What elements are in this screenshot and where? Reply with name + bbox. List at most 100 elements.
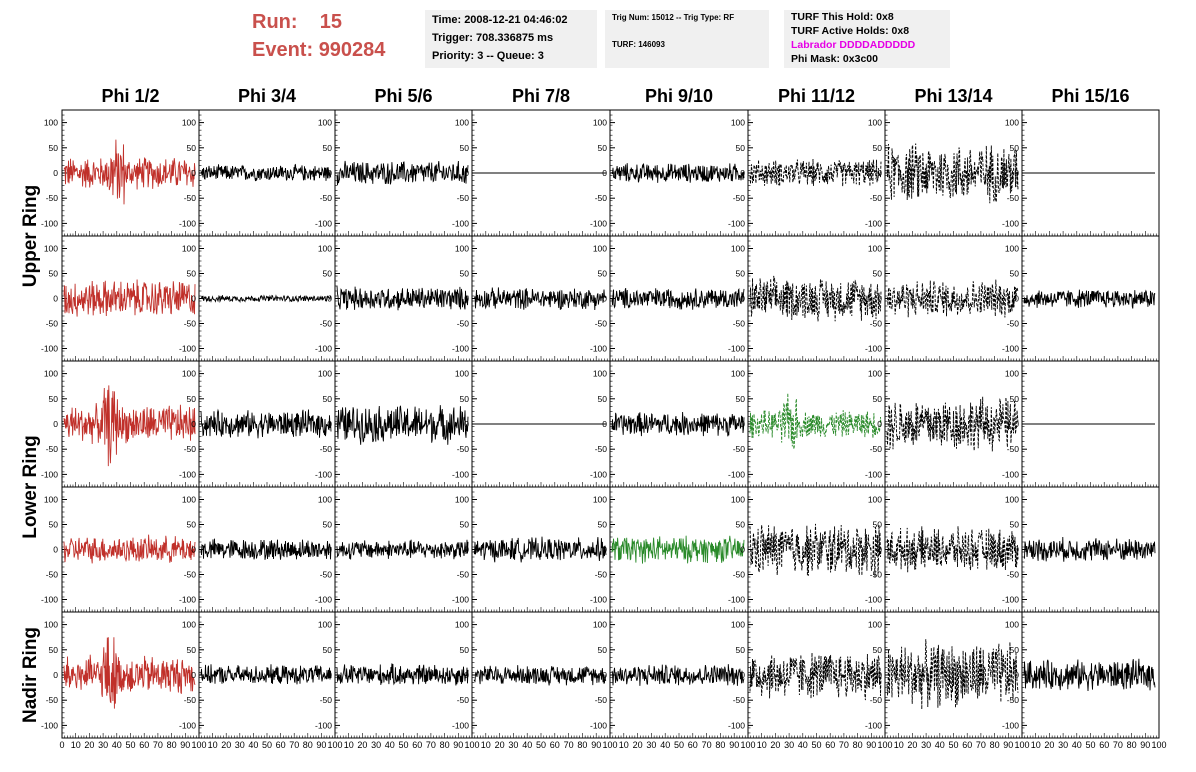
- waveform-r2-c3: [336, 285, 469, 311]
- xtick-label-c3-8: 80: [440, 740, 450, 750]
- xtick-label-c1-5: 50: [125, 740, 135, 750]
- ytick-label-r5-c8-2: 0: [1014, 670, 1019, 680]
- ytick-label-r1-c8-1: 50: [1010, 143, 1020, 153]
- xtick-label-c5-2: 20: [633, 740, 643, 750]
- ytick-label-r3-c5-4: -100: [590, 469, 607, 479]
- waveform-r4-c8: [1023, 536, 1156, 562]
- ytick-label-r4-c3-2: 0: [327, 545, 332, 555]
- waveform-r3-c5: [611, 411, 745, 437]
- ytick-label-r5-c6-0: 100: [731, 620, 745, 630]
- ytick-label-r2-c5-1: 50: [598, 269, 608, 279]
- xtick-label-c8-2: 20: [1044, 740, 1054, 750]
- ytick-label-r1-c6-3: -50: [733, 193, 746, 203]
- ytick-label-r4-c7-0: 100: [868, 495, 882, 505]
- ytick-label-r1-c3-2: 0: [327, 168, 332, 178]
- ytick-label-r3-c5-0: 100: [593, 369, 607, 379]
- event-label: Event:: [252, 39, 314, 61]
- ytick-label-r4-c3-1: 50: [323, 520, 333, 530]
- ytick-label-r1-c8-4: -100: [1002, 218, 1019, 228]
- ytick-label-r3-c8-2: 0: [1014, 419, 1019, 429]
- ytick-label-r1-c4-1: 50: [460, 143, 470, 153]
- ytick-label-r3-c3-4: -100: [315, 469, 332, 479]
- ytick-label-r2-c6-0: 100: [731, 244, 745, 254]
- waveform-r5-c3: [336, 663, 469, 686]
- xtick-label-c8-4: 40: [1072, 740, 1082, 750]
- ytick-label-r4-c5-3: -50: [595, 570, 608, 580]
- ytick-label-r2-c2-2: 0: [191, 294, 196, 304]
- ytick-label-r3-c7-1: 50: [873, 394, 883, 404]
- xtick-label-c6-8: 80: [853, 740, 863, 750]
- xtick-label-c8-3: 30: [1058, 740, 1068, 750]
- ytick-label-r1-c6-1: 50: [736, 143, 746, 153]
- xtick-label-c5-8: 80: [715, 740, 725, 750]
- ytick-label-r3-3: -50: [46, 444, 59, 454]
- waveform-r1-c5: [611, 163, 745, 183]
- xtick-label-c2-2: 20: [221, 740, 231, 750]
- ytick-label-r3-c2-3: -50: [184, 444, 197, 454]
- ytick-label-r2-c8-4: -100: [1002, 344, 1019, 354]
- run-line: Run: 15: [252, 8, 385, 36]
- run-event-block: Run: 15 Event: 990284: [252, 8, 385, 64]
- xtick-label-c1-1: 10: [71, 740, 81, 750]
- xtick-label-c7-7: 70: [976, 740, 986, 750]
- xtick-label-c2-10: 100: [327, 740, 342, 750]
- ytick-label-r2-c8-1: 50: [1010, 269, 1020, 279]
- column-header-6: Phi 11/12: [777, 86, 856, 106]
- ytick-label-r2-c5-3: -50: [595, 319, 608, 329]
- waveform-r4-c5: [611, 535, 745, 564]
- waveform-r2-c5: [611, 287, 745, 310]
- ytick-label-r3-c6-3: -50: [733, 444, 746, 454]
- xtick-label-c5-1: 10: [619, 740, 629, 750]
- ytick-label-r3-c7-0: 100: [868, 369, 882, 379]
- ytick-label-r3-1: 50: [49, 394, 59, 404]
- ytick-label-r2-c6-4: -100: [728, 344, 745, 354]
- xtick-label-c1-3: 30: [98, 740, 108, 750]
- ytick-label-r1-c4-4: -100: [452, 218, 469, 228]
- ytick-label-r3-c3-3: -50: [320, 444, 333, 454]
- xtick-label-c1-7: 70: [153, 740, 163, 750]
- trig-num-line: Trig Num: 15012 -- Trig Type: RF: [612, 13, 735, 22]
- ytick-label-r5-c2-0: 100: [182, 620, 196, 630]
- ytick-label-r4-2: 0: [53, 545, 58, 555]
- ytick-label-r1-c2-4: -100: [179, 218, 196, 228]
- ytick-label-r1-c7-2: 0: [877, 168, 882, 178]
- ytick-label-r5-c4-0: 100: [455, 620, 469, 630]
- ytick-label-r5-c5-3: -50: [595, 695, 608, 705]
- xtick-label-c6-5: 50: [811, 740, 821, 750]
- xtick-label-c1-2: 20: [84, 740, 94, 750]
- waveform-r4-c7: [886, 526, 1019, 573]
- ytick-label-r2-c3-4: -100: [315, 344, 332, 354]
- ytick-label-r1-c8-0: 100: [1005, 118, 1019, 128]
- ytick-label-r4-c7-4: -100: [865, 595, 882, 605]
- ytick-label-r5-c8-4: -100: [1002, 720, 1019, 730]
- ytick-label-r1-c3-3: -50: [320, 193, 333, 203]
- waveform-r3-c1: [63, 385, 196, 467]
- ytick-label-r2-c8-0: 100: [1005, 244, 1019, 254]
- xtick-label-c3-9: 90: [453, 740, 463, 750]
- ytick-label-r2-c5-2: 0: [602, 294, 607, 304]
- xtick-label-c2-8: 80: [303, 740, 313, 750]
- ytick-label-r5-c5-2: 0: [602, 670, 607, 680]
- ytick-label-r2-c2-1: 50: [187, 269, 197, 279]
- ytick-label-r1-c4-2: 0: [464, 168, 469, 178]
- xtick-label-c6-9: 90: [866, 740, 876, 750]
- ytick-label-r5-c7-2: 0: [877, 670, 882, 680]
- ytick-label-r2-c2-0: 100: [182, 244, 196, 254]
- trig-info-box: Trig Num: 15012 -- Trig Type: RF TURF: 1…: [605, 10, 769, 68]
- ytick-label-r4-c6-2: 0: [740, 545, 745, 555]
- ytick-label-r5-4: -100: [41, 720, 58, 730]
- ytick-label-r1-4: -100: [41, 218, 58, 228]
- ytick-label-r1-c5-2: 0: [602, 168, 607, 178]
- ytick-label-r2-c3-3: -50: [320, 319, 333, 329]
- ytick-label-r5-c3-2: 0: [327, 670, 332, 680]
- ytick-label-r4-c7-1: 50: [873, 520, 883, 530]
- ytick-label-r5-0: 100: [44, 620, 58, 630]
- xtick-label-c8-8: 80: [1127, 740, 1137, 750]
- priority-line: Priority: 3 -- Queue: 3: [432, 50, 544, 62]
- ytick-label-r3-2: 0: [53, 419, 58, 429]
- xtick-label-c6-10: 100: [877, 740, 892, 750]
- waveform-r4-c6: [749, 523, 882, 578]
- ytick-label-r5-c8-3: -50: [1007, 695, 1020, 705]
- ytick-label-r1-c3-1: 50: [323, 143, 333, 153]
- xtick-label-c4-2: 20: [495, 740, 505, 750]
